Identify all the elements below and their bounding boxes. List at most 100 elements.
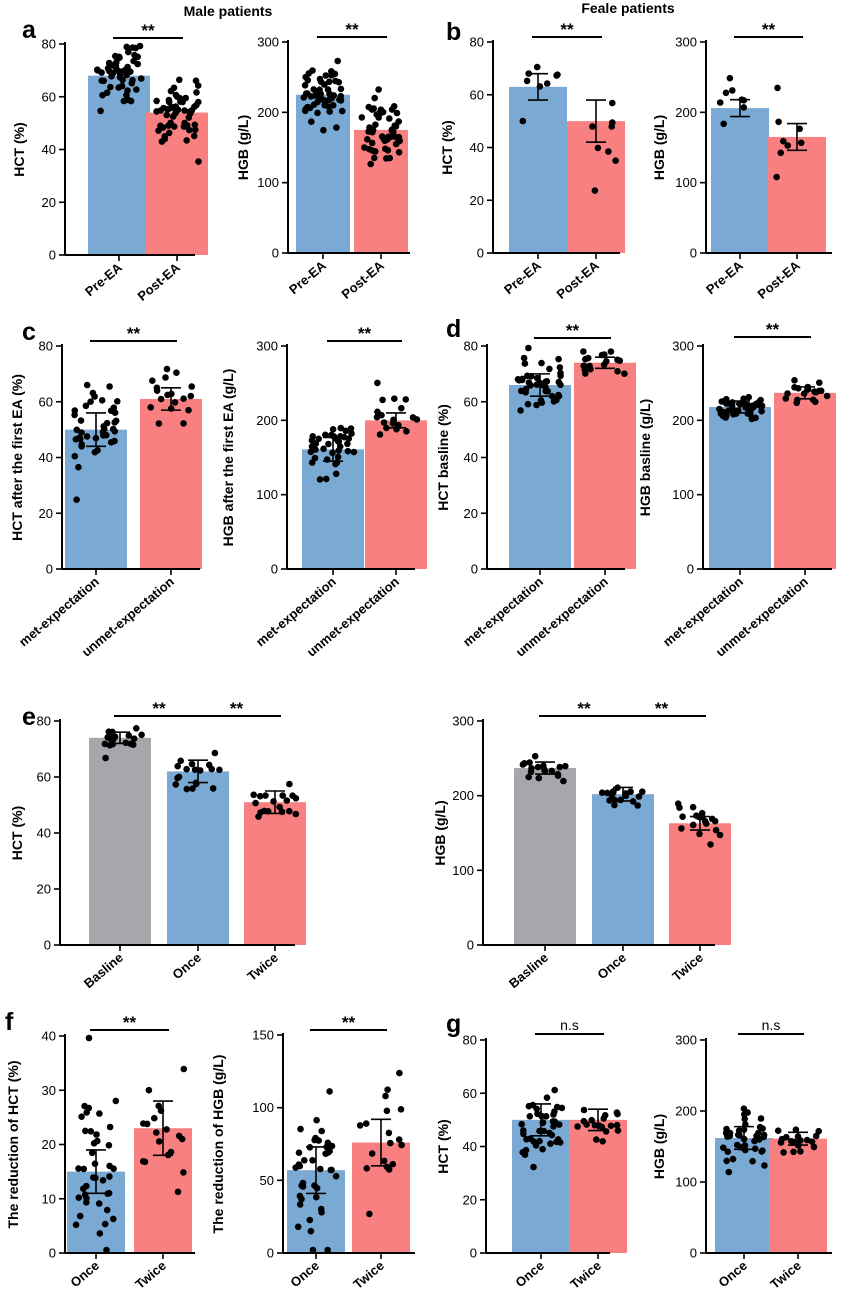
y-axis-label: The reduction of HGB (g/L) [210,1055,226,1234]
data-point [90,1140,98,1147]
data-point [337,424,345,432]
data-point [189,785,196,792]
data-point [333,459,341,466]
data-point [716,831,724,839]
data-point [76,1212,84,1220]
y-tick-label: 40 [37,826,51,841]
data-point [759,1147,766,1154]
significance-label: n.s [560,1017,579,1033]
x-category-label: Once [715,1258,750,1290]
data-point [378,411,385,419]
data-point [332,77,339,85]
y-tick-label: 300 [675,1033,697,1048]
data-point [520,354,528,362]
data-point [562,762,569,770]
bar-met-expectation [509,385,571,569]
data-point [720,120,727,128]
bar-met-expectation [709,406,771,569]
data-point [525,773,532,781]
y-tick-label: 30 [42,1083,56,1098]
data-point [553,72,560,79]
data-point [634,802,641,809]
data-point [611,801,618,809]
data-point [708,815,716,823]
data-point [164,106,171,113]
data-point [190,132,198,140]
data-point [335,438,343,445]
data-point [153,97,160,105]
data-point [157,395,165,403]
data-point [372,148,379,155]
data-point [297,1125,304,1133]
x-category-label: Post-EA [554,257,603,301]
data-point [591,187,599,194]
data-point [127,740,135,748]
y-axis-label: HGB (g/L) [651,115,667,180]
data-point [742,404,749,411]
data-point [292,810,300,818]
significance-label: ** [358,324,372,343]
data-point [393,109,401,117]
data-point [580,348,587,355]
data-point [593,1136,600,1143]
data-point [383,1107,391,1115]
x-category-label: Twice [669,950,706,984]
significance-label: n.s [762,1017,781,1033]
data-point [188,107,196,114]
data-point [302,107,309,115]
bar-pre-ea [88,75,150,256]
data-point [761,1162,768,1169]
bar-post-ea [768,136,826,253]
data-point [320,445,327,453]
data-point [602,1128,610,1135]
y-tick-label: 20 [39,506,53,521]
y-tick-label: 40 [42,1029,56,1044]
chart-e-hgb: 0 100 200 300 Basline Once Twice HGB (g/L) ** ** [432,699,731,991]
data-point [599,1138,606,1145]
data-point [551,1086,558,1094]
data-point [689,803,697,811]
data-point [736,1132,743,1139]
data-point [550,1111,557,1118]
y-tick-label: 20 [37,882,51,897]
y-tick-label: 200 [675,105,697,120]
bar-once [592,794,654,945]
data-point [106,1123,114,1131]
panel-letter-e: e [22,703,36,731]
data-point [276,803,283,811]
data-point [398,1141,405,1149]
bar-unmet-expectation [774,392,836,569]
data-point [270,798,277,805]
data-point [294,1223,302,1231]
data-point [629,798,637,805]
data-point [158,138,166,145]
data-point [539,1145,546,1153]
data-point [97,107,104,115]
data-point [106,735,114,742]
bar-once [715,1137,773,1253]
y-tick-label: 20 [463,1192,477,1207]
data-point [120,97,128,105]
data-point [797,1148,804,1155]
data-point [344,447,352,455]
y-tick-label: 0 [271,562,278,577]
data-point [538,399,546,407]
y-tick-label: 60 [42,89,56,104]
data-point [252,799,259,807]
data-point [106,1162,113,1170]
data-point [296,1192,304,1200]
data-point [724,1148,732,1155]
x-category-label: Once [67,1258,102,1290]
data-point [188,760,196,768]
data-point [365,145,373,153]
y-tick-label: 0 [44,938,51,953]
data-point [180,1065,188,1073]
data-point [548,767,556,775]
data-point [383,134,390,142]
data-point [337,92,345,100]
data-point [536,1127,543,1135]
data-point [707,841,714,848]
data-point [98,397,106,404]
data-point [283,797,291,804]
